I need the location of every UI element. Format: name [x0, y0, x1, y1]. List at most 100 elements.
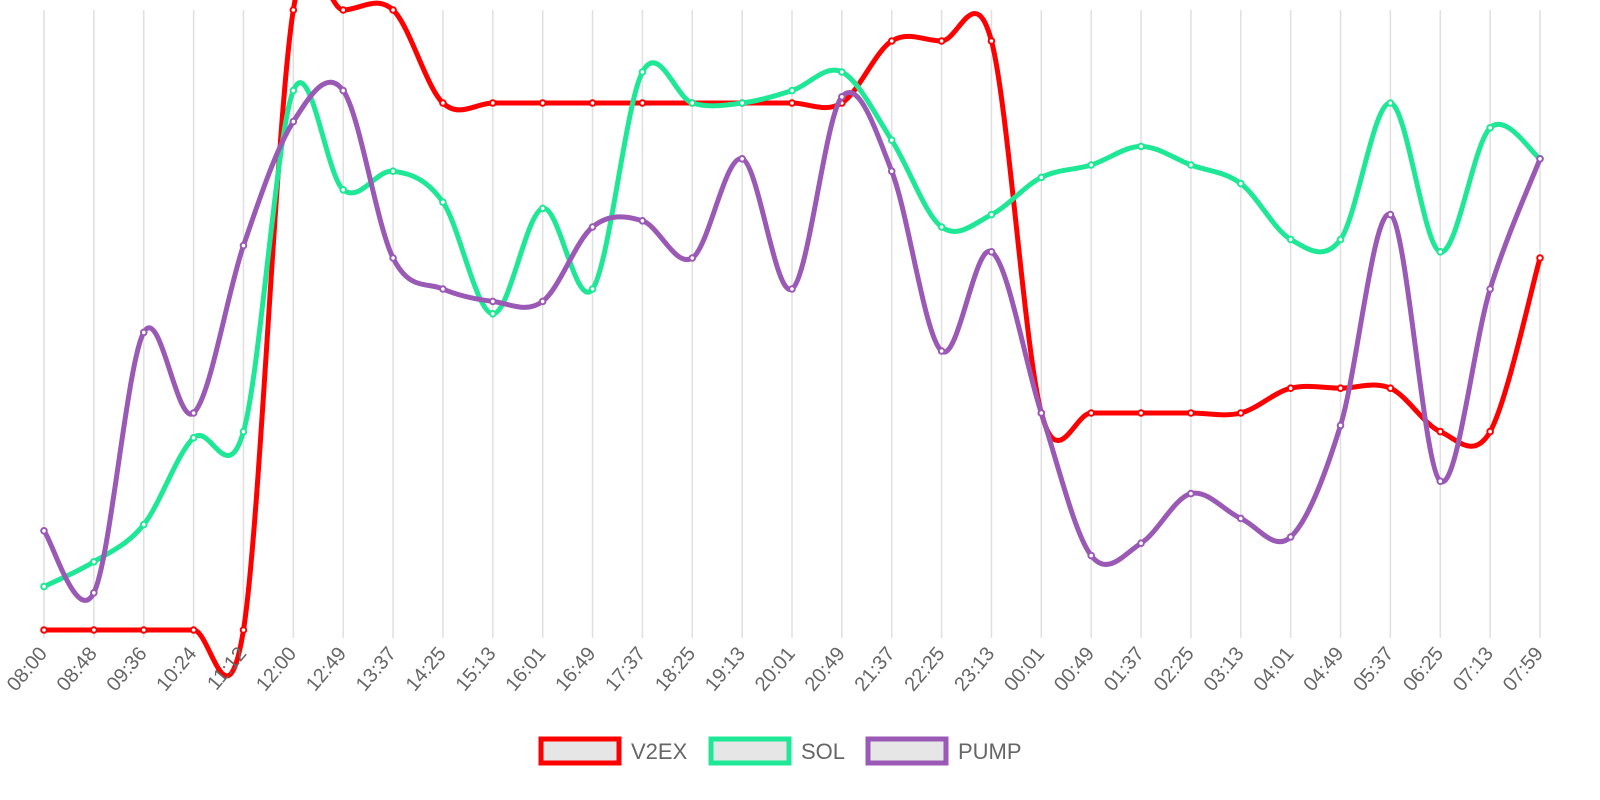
data-point-sol	[489, 310, 497, 318]
data-point-pump	[1486, 285, 1494, 293]
data-point-sol	[688, 99, 697, 107]
data-point-v2ex	[239, 626, 248, 634]
legend-swatch-v2ex	[538, 736, 622, 766]
legend-label-v2ex: V2EX	[631, 739, 688, 764]
x-tick-label: 16:01	[501, 643, 550, 695]
data-point-pump	[339, 86, 348, 95]
x-tick-label: 19:13	[701, 643, 750, 695]
data-point-sol	[1087, 161, 1095, 169]
data-point-v2ex	[638, 99, 647, 107]
data-point-pump	[1386, 210, 1395, 219]
data-point-pump	[1536, 155, 1544, 163]
data-point-pump	[90, 589, 98, 597]
data-point-sol	[289, 86, 298, 95]
legend-label-sol: SOL	[801, 739, 845, 764]
data-point-sol	[439, 198, 447, 206]
data-point-pump	[1336, 421, 1345, 430]
data-point-pump	[139, 328, 148, 337]
legend-item-pump[interactable]: PUMP	[865, 736, 1022, 766]
legend-item-v2ex[interactable]: V2EX	[538, 736, 688, 766]
data-point-sol	[40, 582, 48, 591]
data-point-v2ex	[1386, 384, 1395, 393]
data-point-v2ex	[189, 626, 198, 634]
data-point-sol	[389, 167, 397, 175]
data-point-pump	[538, 297, 547, 306]
x-tick-label: 12:00	[252, 643, 301, 695]
data-point-v2ex	[887, 37, 896, 45]
x-tick-label: 12:49	[302, 643, 351, 695]
series-line-v2ex	[41, 0, 1543, 679]
data-point-v2ex	[588, 99, 597, 107]
series-pump	[40, 79, 1544, 603]
data-point-sol	[1286, 235, 1295, 244]
x-tick-label: 00:49	[1050, 643, 1099, 695]
legend-item-sol[interactable]: SOL	[708, 736, 845, 766]
data-point-pump	[489, 297, 497, 306]
data-point-pump	[1087, 551, 1095, 560]
data-point-v2ex	[937, 37, 946, 45]
data-point-v2ex	[90, 626, 98, 634]
data-point-sol	[139, 520, 148, 529]
data-point-pump	[588, 223, 597, 231]
data-point-v2ex	[1336, 384, 1345, 393]
data-point-pump	[688, 254, 697, 262]
data-point-pump	[1137, 539, 1145, 548]
data-point-v2ex	[439, 99, 447, 107]
data-point-v2ex	[1286, 384, 1295, 393]
series-lines	[40, 0, 1544, 679]
x-tick-label: 01:37	[1100, 643, 1149, 695]
data-point-pump	[1237, 514, 1245, 523]
x-tick-label: 22:25	[900, 643, 949, 695]
data-point-pump	[389, 254, 397, 262]
legend[interactable]: V2EX SOL PUMP	[538, 736, 1022, 766]
data-point-pump	[239, 241, 248, 250]
data-point-sol	[1486, 124, 1494, 132]
grid-lines	[43, 10, 1541, 638]
x-tick-label: 07:13	[1449, 643, 1498, 695]
data-point-sol	[937, 223, 946, 231]
legend-swatch-sol	[708, 736, 792, 766]
x-tick-label: 04:49	[1299, 643, 1348, 695]
data-point-pump	[838, 93, 846, 101]
data-point-sol	[339, 186, 348, 194]
x-tick-label: 09:36	[103, 643, 152, 695]
data-point-pump	[788, 285, 796, 293]
data-point-sol	[987, 210, 996, 219]
data-point-v2ex	[1137, 409, 1145, 417]
legend-swatch-pump	[865, 736, 949, 766]
x-tick-label: 05:37	[1349, 643, 1398, 695]
data-point-sol	[1237, 179, 1245, 188]
data-point-v2ex	[489, 99, 497, 107]
data-point-v2ex	[788, 99, 796, 107]
data-point-pump	[937, 347, 946, 355]
data-point-v2ex	[987, 37, 996, 45]
x-tick-label: 13:37	[352, 643, 401, 695]
x-tick-label: 08:48	[53, 643, 102, 695]
data-point-sol	[1436, 248, 1445, 256]
data-point-v2ex	[389, 6, 397, 14]
data-point-pump	[1436, 477, 1445, 486]
data-point-v2ex	[139, 626, 148, 634]
data-point-pump	[1037, 409, 1046, 417]
legend-label-pump: PUMP	[958, 739, 1022, 764]
x-tick-label: 10:24	[152, 643, 201, 695]
x-axis-ticks: 08:00 08:48 09:36 10:24 11:12 12:00 12:49 13:37…	[3, 643, 1548, 695]
x-tick-label: 14:25	[402, 643, 451, 695]
x-tick-label: 20:01	[751, 643, 800, 695]
data-point-pump	[1286, 533, 1295, 541]
x-tick-label: 04:01	[1249, 643, 1298, 695]
data-point-sol	[588, 285, 597, 293]
x-tick-label: 03:13	[1200, 643, 1249, 695]
data-point-pump	[439, 285, 447, 293]
data-point-sol	[1336, 235, 1345, 244]
data-point-sol	[1137, 142, 1145, 151]
data-point-v2ex	[339, 6, 348, 14]
series-sol	[40, 60, 1544, 591]
data-point-v2ex	[40, 626, 48, 634]
x-tick-label: 02:25	[1150, 643, 1199, 695]
x-tick-label: 16:49	[551, 643, 600, 695]
data-point-pump	[289, 117, 298, 126]
data-point-pump	[189, 409, 198, 417]
